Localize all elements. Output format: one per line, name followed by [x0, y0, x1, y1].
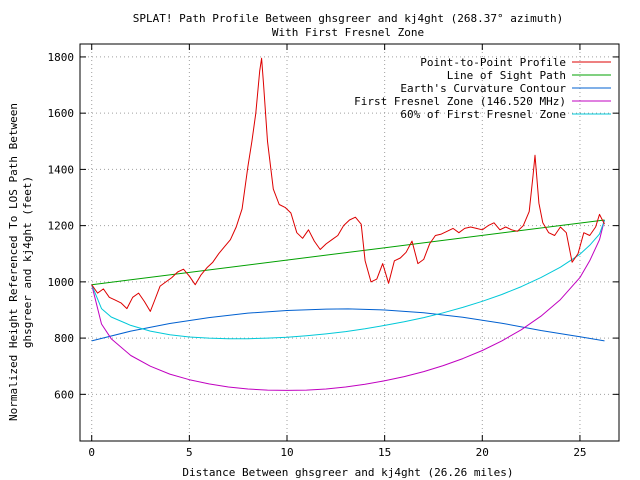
x-axis-label: Distance Between ghsgreer and kj4ght (26…: [182, 466, 513, 479]
series-line-0: [91, 57, 605, 312]
y-axis-label-line2: ghsgreer and kj4ght (feet): [21, 176, 34, 348]
y-tick-label: 1000: [48, 276, 75, 289]
y-axis-label-line1: Normalized Height Referenced To LOS Path…: [7, 103, 20, 421]
legend-label-2: Earth's Curvature Contour: [400, 82, 566, 95]
series-line-4: [91, 219, 605, 340]
chart-title-line2: With First Fresnel Zone: [272, 26, 424, 39]
series-layer: [91, 57, 605, 391]
y-tick-label: 1200: [48, 220, 75, 233]
axis-ticks: 0 5 10 15 20 25 600 800 1000 1200 1400 1600 1800: [48, 44, 619, 459]
y-tick-label: 1600: [48, 107, 75, 120]
series-line-3: [91, 219, 605, 391]
chart-title-line1: SPLAT! Path Profile Between ghsgreer and…: [133, 12, 563, 25]
y-tick-label: 1400: [48, 163, 75, 176]
x-tick-label: 10: [280, 446, 293, 459]
series-line-1: [91, 219, 605, 286]
legend-label-3: First Fresnel Zone (146.520 MHz): [354, 95, 566, 108]
x-tick-label: 25: [573, 446, 586, 459]
legend-label-0: Point-to-Point Profile: [420, 56, 566, 69]
x-tick-label: 15: [378, 446, 391, 459]
y-tick-label: 600: [54, 388, 74, 401]
x-tick-label: 0: [88, 446, 95, 459]
x-tick-label: 20: [476, 446, 489, 459]
series-line-2: [91, 308, 605, 342]
legend-label-4: 60% of First Fresnel Zone: [400, 108, 566, 121]
y-tick-label: 1800: [48, 51, 75, 64]
x-tick-label: 5: [186, 446, 193, 459]
legend-label-1: Line of Sight Path: [447, 69, 566, 82]
y-tick-label: 800: [54, 332, 74, 345]
plot-frame: [79, 43, 620, 442]
